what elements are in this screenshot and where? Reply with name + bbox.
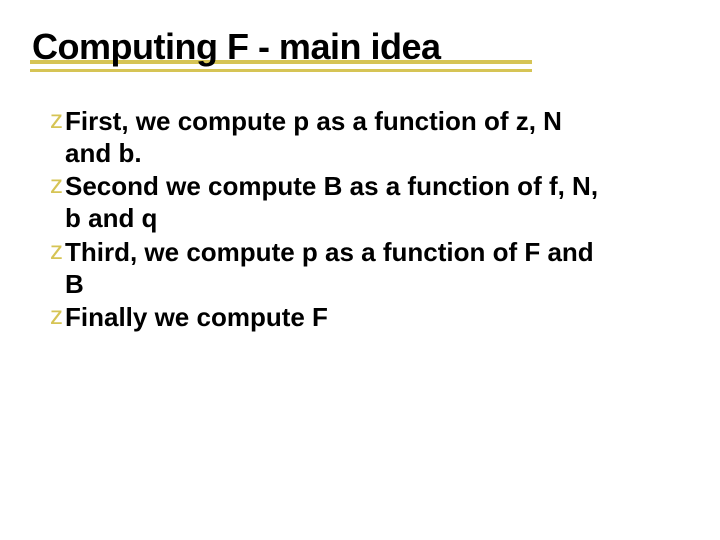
slide: Computing F - main idea zFirst, we compu… [0, 0, 720, 540]
bullet-item: zSecond we compute B as a function of f,… [50, 171, 610, 234]
bullet-marker: z [50, 171, 63, 198]
bullet-marker: z [50, 237, 63, 264]
bullet-item: zFirst, we compute p as a function of z,… [50, 106, 610, 169]
title-underline-2 [30, 69, 532, 72]
bullet-item: zThird, we compute p as a function of F … [50, 237, 610, 300]
bullet-text: First, we compute p as a function of z, … [65, 106, 610, 169]
slide-title: Computing F - main idea [32, 26, 441, 68]
bullet-item: zFinally we compute F [50, 302, 610, 334]
bullet-text: Second we compute B as a function of f, … [65, 171, 610, 234]
bullet-marker: z [50, 302, 63, 329]
bullet-text: Finally we compute F [65, 302, 328, 334]
title-wrap: Computing F - main idea [32, 26, 441, 68]
bullet-marker: z [50, 106, 63, 133]
bullet-text: Third, we compute p as a function of F a… [65, 237, 610, 300]
bullet-list: zFirst, we compute p as a function of z,… [50, 106, 610, 334]
